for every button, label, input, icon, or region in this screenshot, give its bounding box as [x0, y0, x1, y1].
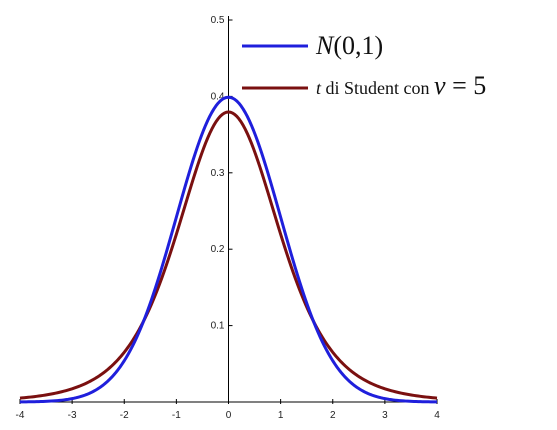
x-tick-label: -1 [172, 410, 181, 421]
legend: N(0,1) t di Student con ν = 5 [242, 31, 486, 100]
ticks: -4 -3 -2 -1 0 1 2 3 4 0.1 0.2 0.3 0.4 0.5 [16, 15, 441, 421]
axes [20, 16, 437, 403]
x-tick-label: 2 [330, 410, 336, 421]
legend-student-nu: ν [434, 71, 446, 100]
y-tick-label: 0.2 [211, 244, 225, 255]
y-tick-label: 0.4 [211, 91, 225, 102]
series-line-normal [19, 95, 438, 404]
x-tick-label: 3 [382, 410, 388, 421]
x-tick-label: 0 [226, 410, 232, 421]
legend-label-student: t di Student con ν = 5 [316, 71, 486, 100]
x-tick-label: 4 [434, 410, 440, 421]
x-tick-label: -3 [68, 410, 77, 421]
x-tick-label: 1 [278, 410, 284, 421]
legend-student-t: t [316, 78, 322, 98]
y-tick-label: 0.1 [211, 321, 225, 332]
legend-student-text: di Student con [321, 78, 434, 98]
x-tick-label: -4 [16, 410, 25, 421]
x-tick-label: -2 [120, 410, 129, 421]
legend-label-normal: N(0,1) [315, 31, 383, 60]
legend-student-eq: = 5 [446, 71, 487, 100]
legend-normal-symbol: N [315, 31, 335, 60]
y-tick-label: 0.5 [211, 15, 225, 26]
legend-normal-params: (0,1) [333, 31, 383, 60]
series-group [19, 95, 438, 404]
y-tick-label: 0.3 [211, 168, 225, 179]
series-line-student-t [19, 110, 438, 400]
